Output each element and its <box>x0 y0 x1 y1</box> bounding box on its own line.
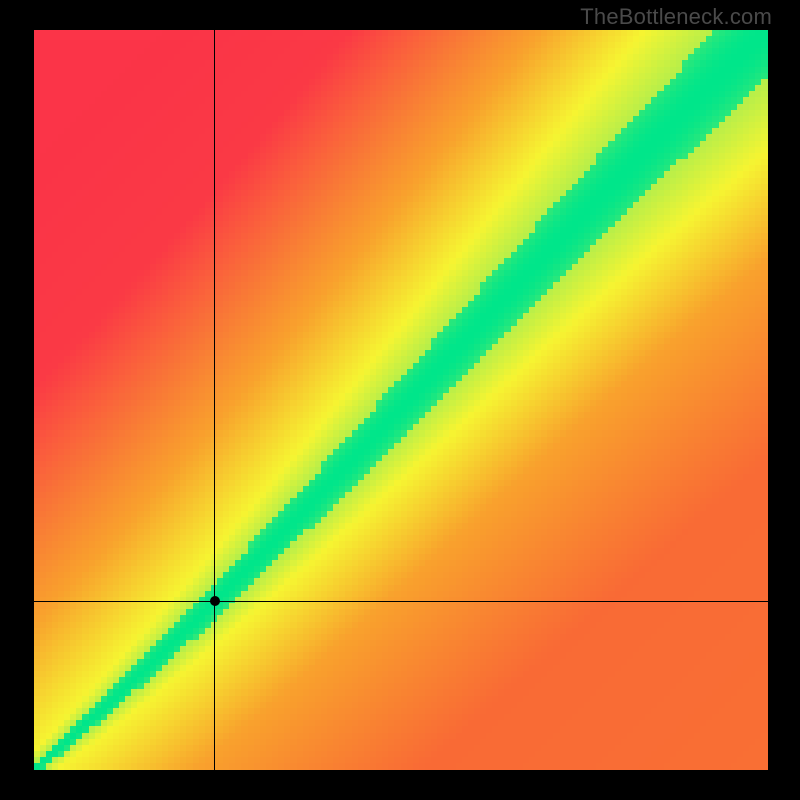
heatmap-canvas <box>34 30 768 770</box>
crosshair-vertical <box>214 30 215 770</box>
watermark-text: TheBottleneck.com <box>580 4 772 30</box>
crosshair-horizontal <box>34 601 768 602</box>
data-point-marker <box>210 596 220 606</box>
chart-container: TheBottleneck.com <box>0 0 800 800</box>
plot-area <box>34 30 768 770</box>
